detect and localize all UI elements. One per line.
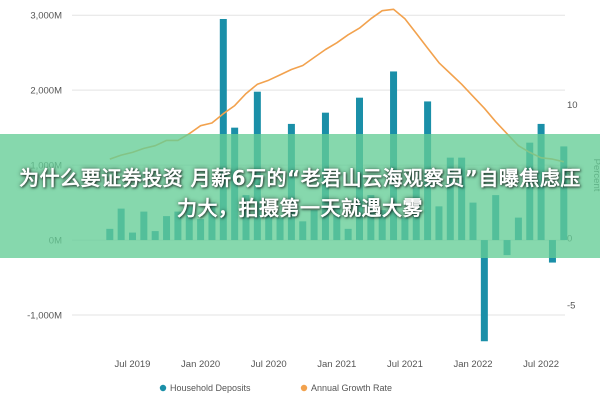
x-tick-label: Jul 2022 [523,359,559,370]
x-tick-label: Jan 2021 [317,359,356,370]
deposit-bar [219,18,227,241]
x-tick-label: Jul 2021 [387,359,423,370]
legend-marker-growth [300,384,308,392]
right-tick-label: -5 [567,300,575,311]
right-tick-label: 10 [567,100,578,111]
legend-label-deposits: Household Deposits [170,383,251,393]
x-tick-label: Jul 2019 [115,359,151,370]
deposit-bar [480,240,488,342]
legend: Household Deposits Annual Growth Rate [159,383,392,393]
x-tick-label: Jan 2022 [453,359,492,370]
left-tick-label: -1,000M [27,311,62,322]
caption-overlay-text: 为什么要证券投资 月薪6万的“老君山云海观察员”自曝焦虑压力大，拍摄第一天就遇大… [19,166,581,220]
left-tick-label: 3,000M [30,11,62,22]
legend-label-growth: Annual Growth Rate [311,383,392,393]
legend-marker-deposits [159,384,167,392]
caption-overlay-band [0,134,600,258]
x-tick-label: Jul 2020 [251,359,287,370]
x-tick-label: Jan 2020 [181,359,220,370]
left-tick-label: 2,000M [30,86,62,97]
x-axis: Jul 2019 Jan 2020 Jul 2020 Jan 2021 Jul 2021… [115,359,560,370]
